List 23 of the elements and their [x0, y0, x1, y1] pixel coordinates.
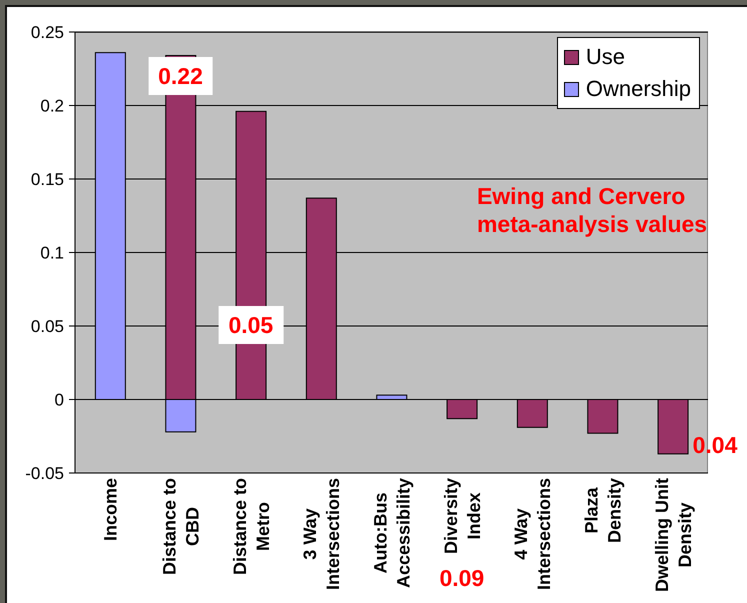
legend-label: Use	[586, 44, 625, 70]
x-tick-label: Distance to CBD	[159, 478, 202, 576]
x-tick-label: Auto:Bus Accessibility	[370, 478, 414, 588]
x-tick-label: Plaza Density	[581, 478, 624, 544]
annotation: 0.22	[148, 57, 213, 96]
x-tick-label: 4 Way Intersections	[511, 478, 554, 590]
y-tick-label: 0.1	[40, 244, 64, 263]
legend-label: Ownership	[586, 76, 691, 102]
x-tick-label: 3 Way Intersections	[300, 478, 344, 590]
annotation: 0.05	[218, 306, 284, 344]
x-tick-label: Income	[100, 478, 121, 542]
y-tick-label: -0.05	[25, 464, 64, 484]
y-tick-label: 0	[54, 390, 64, 410]
y-tick-label: 0.05	[30, 317, 64, 336]
x-tick-label: Dwelling Unit Density	[652, 478, 695, 592]
y-tick-label: 0.25	[30, 23, 64, 42]
y-tick-label: 0.15	[30, 170, 64, 190]
x-tick-label: Distance to Metro	[230, 478, 273, 576]
annotation: Ewing and Cervero meta-analysis values	[476, 182, 708, 238]
annotation: 0.04	[692, 431, 738, 460]
text: 0.09	[439, 564, 484, 592]
x-tick-label: Diversity Index	[440, 478, 484, 554]
y-tick-label: 0.2	[40, 96, 64, 116]
